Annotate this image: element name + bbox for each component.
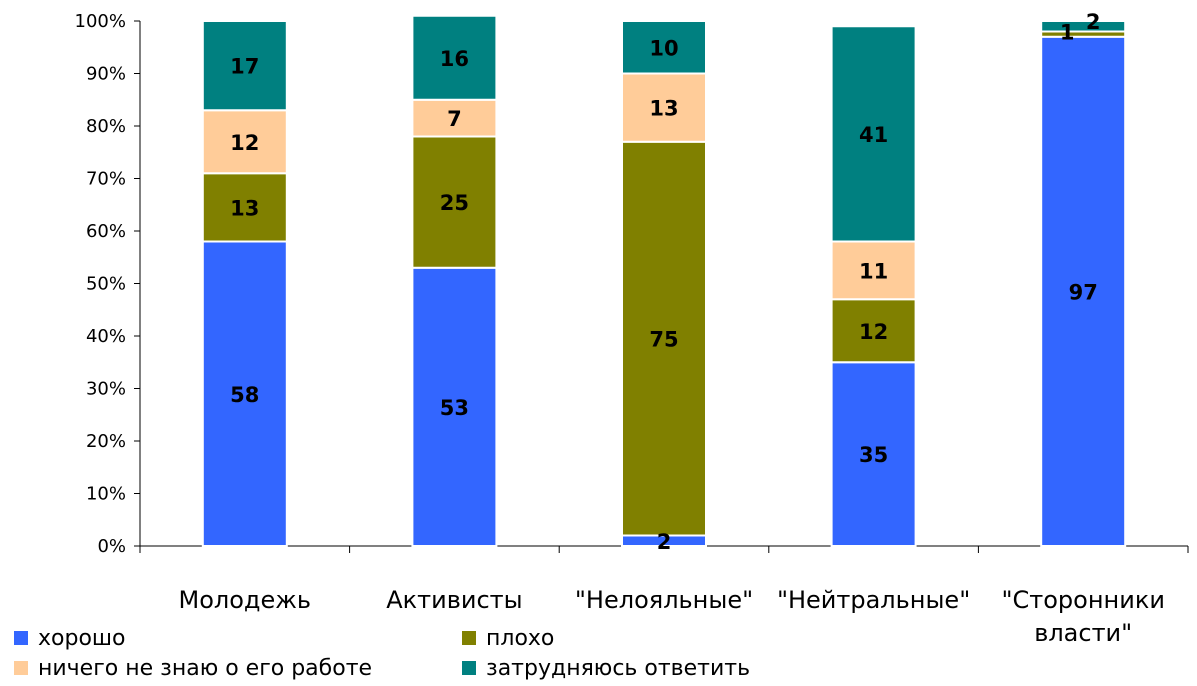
- y-tick-label: 10%: [86, 484, 126, 505]
- data-label: 13: [230, 196, 259, 220]
- data-label: 41: [859, 123, 888, 147]
- data-label: 53: [440, 396, 469, 420]
- data-label: 2: [1086, 10, 1101, 34]
- data-label: 75: [649, 328, 678, 352]
- data-label: 13: [649, 97, 678, 121]
- data-label: 11: [859, 259, 888, 283]
- bar-segment: [621, 20, 707, 75]
- y-tick-label: 0%: [97, 536, 126, 557]
- data-label: 58: [230, 383, 259, 407]
- legend: хорошо плохо ничего не знаю о его работе…: [14, 624, 914, 684]
- legend-item-bad: плохо: [462, 624, 554, 652]
- y-tick-label: 20%: [86, 431, 126, 452]
- y-tick-label: 60%: [86, 221, 126, 242]
- data-label: 1: [1060, 21, 1075, 45]
- category-labels: Молодежь Активисты "Нелояльные" "Нейтральны…: [179, 586, 1165, 647]
- y-tick-label: 70%: [86, 169, 126, 190]
- legend-item-unknown: ничего не знаю о его работе: [14, 654, 372, 682]
- bar-segment: [411, 135, 498, 269]
- bar-segment: [621, 72, 707, 143]
- data-label: 25: [440, 191, 469, 215]
- data-label: 7: [447, 107, 462, 131]
- data-label: 16: [440, 47, 469, 71]
- data-label: 35: [859, 443, 888, 467]
- category-label: Активисты: [386, 586, 522, 614]
- legend-label-good: хорошо: [38, 625, 126, 651]
- bar-segment: [830, 298, 917, 364]
- bar-segment: [201, 20, 288, 112]
- data-label: 12: [230, 131, 259, 155]
- bar-segment: [411, 266, 498, 547]
- category-label: "Нелояльные": [575, 586, 753, 614]
- category-label: "Сторонники: [1001, 586, 1164, 614]
- legend-label-bad: плохо: [486, 625, 555, 651]
- legend-swatch-unknown: [14, 661, 28, 675]
- legend-label-unknown: ничего не знаю о его работе: [38, 655, 373, 681]
- y-tick-label: 50%: [86, 274, 126, 295]
- y-axis: 0% 10% 20% 30% 40% 50% 60% 70% 80% 90% 100%: [75, 11, 141, 557]
- legend-swatch-bad: [462, 631, 476, 645]
- bar-segment: [201, 172, 288, 243]
- legend-item-good: хорошо: [14, 624, 126, 652]
- bar-segment: [830, 240, 917, 301]
- y-tick-label: 40%: [86, 326, 126, 347]
- data-label: 17: [230, 55, 259, 79]
- bar-segment: [1040, 20, 1127, 33]
- category-label: власти": [1034, 619, 1132, 647]
- data-label: 12: [859, 320, 888, 344]
- bar-segment: [830, 361, 917, 547]
- data-label: 2: [657, 530, 672, 554]
- data-label: 97: [1069, 280, 1098, 304]
- y-tick-label: 100%: [75, 11, 126, 32]
- bar-segment: [1040, 35, 1127, 547]
- y-tick-label: 90%: [86, 64, 126, 85]
- bar-segment: [411, 98, 498, 138]
- y-tick-label: 30%: [86, 379, 126, 400]
- bar-segment: [411, 14, 498, 101]
- data-label: 10: [649, 36, 678, 60]
- bars: [201, 14, 1127, 547]
- y-tick-label: 80%: [86, 116, 126, 137]
- category-label: "Нейтральные": [777, 586, 970, 614]
- bar-segment: [830, 25, 917, 243]
- bar-segment: [201, 109, 288, 175]
- legend-label-undecided: затрудняюсь ответить: [486, 655, 751, 681]
- legend-item-undecided: затрудняюсь ответить: [462, 654, 750, 682]
- legend-swatch-undecided: [462, 661, 476, 675]
- category-label: Молодежь: [179, 586, 312, 614]
- bar-segment: [621, 140, 707, 537]
- legend-swatch-good: [14, 631, 28, 645]
